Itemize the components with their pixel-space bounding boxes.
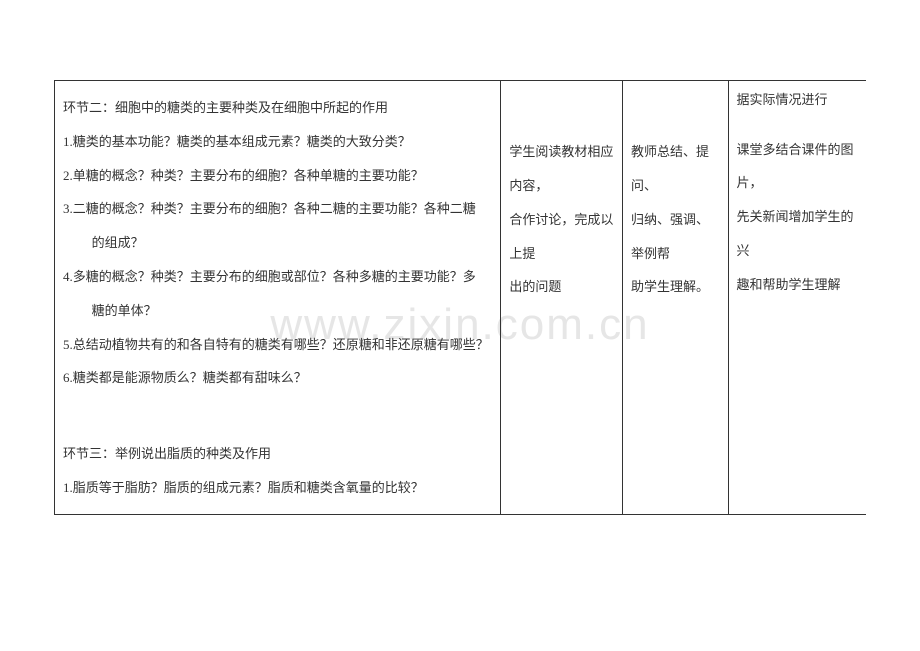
question-line-cont: 的组成？	[63, 226, 492, 260]
question-line: 1.脂质等于脂肪？脂质的组成元素？脂质和糖类含氧量的比较？	[63, 471, 492, 505]
question-line: 1.糖类的基本功能？糖类的基本组成元素？糖类的大致分类？	[63, 125, 492, 159]
teacher-activity-cell: 教师总结、提问、 归纳、强调、举例帮 助学生理解。	[623, 81, 728, 515]
notes-cell: 据实际情况进行 课堂多结合课件的图片， 先关新闻增加学生的兴 趣和帮助学生理解	[728, 81, 866, 515]
activity-line: 学生阅读教材相应内容，	[509, 135, 614, 203]
question-line: 2.单糖的概念？种类？主要分布的细胞？各种单糖的主要功能？	[63, 159, 492, 193]
section3-title: 环节三：举例说出脂质的种类及作用	[63, 437, 492, 471]
student-activity-cell: 学生阅读教材相应内容， 合作讨论，完成以上提 出的问题	[501, 81, 623, 515]
activity-line: 合作讨论，完成以上提	[509, 203, 614, 271]
teacher-line: 归纳、强调、举例帮	[631, 203, 719, 271]
table-row: 环节二：细胞中的糖类的主要种类及在细胞中所起的作用 1.糖类的基本功能？糖类的基…	[55, 81, 867, 515]
activity-line: 出的问题	[509, 270, 614, 304]
content-cell: 环节二：细胞中的糖类的主要种类及在细胞中所起的作用 1.糖类的基本功能？糖类的基…	[55, 81, 501, 515]
question-line-cont: 糖的单体？	[63, 294, 492, 328]
teacher-line: 助学生理解。	[631, 270, 719, 304]
notes-line: 趣和帮助学生理解	[737, 268, 858, 302]
notes-line: 先关新闻增加学生的兴	[737, 200, 858, 268]
lesson-plan-table: 环节二：细胞中的糖类的主要种类及在细胞中所起的作用 1.糖类的基本功能？糖类的基…	[54, 80, 866, 515]
question-line: 4.多糖的概念？种类？主要分布的细胞或部位？各种多糖的主要功能？多	[63, 260, 492, 294]
teacher-line: 教师总结、提问、	[631, 135, 719, 203]
page-container: 环节二：细胞中的糖类的主要种类及在细胞中所起的作用 1.糖类的基本功能？糖类的基…	[0, 0, 920, 535]
question-line: 5.总结动植物共有的和各自特有的糖类有哪些？还原糖和非还原糖有哪些？	[63, 328, 492, 362]
question-line: 3.二糖的概念？种类？主要分布的细胞？各种二糖的主要功能？各种二糖	[63, 192, 492, 226]
question-line: 6.糖类都是能源物质么？糖类都有甜味么？	[63, 361, 492, 395]
notes-line: 课堂多结合课件的图片，	[737, 133, 858, 201]
section2-title: 环节二：细胞中的糖类的主要种类及在细胞中所起的作用	[63, 91, 492, 125]
notes-prev-line: 据实际情况进行	[737, 83, 858, 117]
